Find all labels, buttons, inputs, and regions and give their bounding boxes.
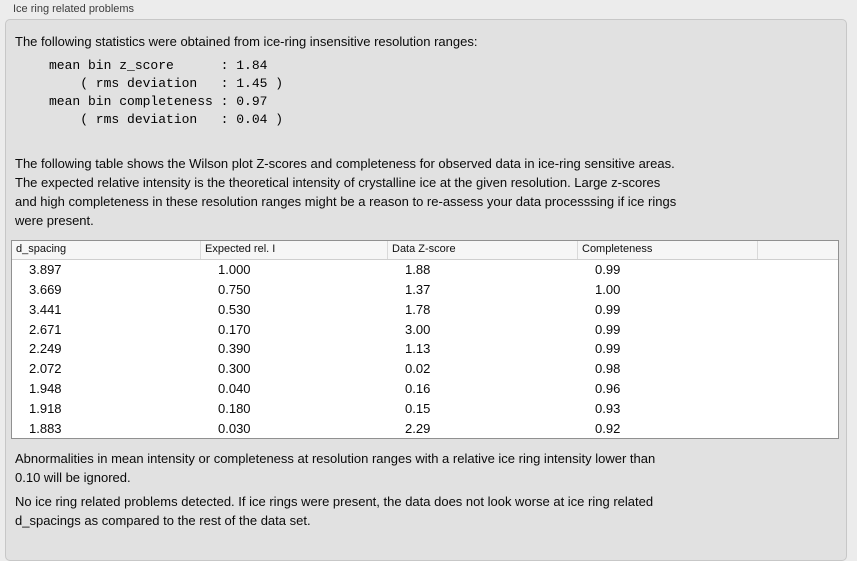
table-cell: 1.00 [595,282,621,298]
table-cell: 2.671 [29,321,62,337]
table-row[interactable]: 1.918 0.180 0.15 0.93 [12,398,838,418]
table-cell: 0.530 [218,301,251,317]
table-cell: 2.249 [29,341,62,357]
table-row[interactable]: 1.883 0.030 2.29 0.92 [12,418,838,438]
table-cell: 3.441 [29,301,62,317]
table-body: 3.897 1.000 1.88 0.99 3.669 0.750 1.37 1.00 3.44… [12,260,838,438]
column-header-completeness[interactable]: Completeness [578,241,758,259]
table-row[interactable]: 2.249 0.390 1.13 0.99 [12,339,838,359]
table-cell: 0.300 [218,361,251,377]
table-cell: 3.00 [405,321,431,337]
table-cell: 0.96 [595,380,621,396]
table-cell: 0.99 [595,341,621,357]
group-box-title: Ice ring related problems [13,3,135,15]
table-cell: 0.170 [218,321,251,337]
table-cell: 1.78 [405,301,431,317]
table-cell: 0.92 [595,420,621,436]
table-cell: 2.29 [405,420,431,436]
column-header-expected-rel-i[interactable]: Expected rel. I [201,241,388,259]
table-cell: 0.030 [218,420,251,436]
table-cell: 1.000 [218,262,251,278]
table-cell: 1.88 [405,262,431,278]
column-header-d-spacing[interactable]: d_spacing [12,241,201,259]
table-cell: 1.13 [405,341,431,357]
table-row[interactable]: 3.441 0.530 1.78 0.99 [12,300,838,320]
table-cell: 0.16 [405,380,431,396]
table-intro-text: The following table shows the Wilson plo… [15,156,677,228]
table-cell: 0.99 [595,262,621,278]
table-row[interactable]: 2.671 0.170 3.00 0.99 [12,319,838,339]
ice-ring-group-box: The following statistics were obtained f… [5,19,847,561]
table-cell: 0.98 [595,361,621,377]
table-row[interactable]: 2.072 0.300 0.02 0.98 [12,359,838,379]
table-cell: 0.02 [405,361,431,377]
table-row[interactable]: 3.897 1.000 1.88 0.99 [12,260,838,280]
table-cell: 2.072 [29,361,62,377]
table-row[interactable]: 3.669 0.750 1.37 1.00 [12,280,838,300]
ignore-note-text: Abnormalities in mean intensity or compl… [15,451,656,485]
conclusion-text: No ice ring related problems detected. I… [15,494,654,528]
ice-ring-panel: { "panel": { "title": "Ice ring related … [5,3,847,561]
table-cell: 1.883 [29,420,62,436]
table-header-row: d_spacing Expected rel. I Data Z-score Comp… [12,241,838,260]
table-cell: 1.37 [405,282,431,298]
column-header-spacer[interactable] [758,241,838,259]
table-cell: 0.040 [218,380,251,396]
table-row[interactable]: 1.948 0.040 0.16 0.96 [12,379,838,399]
table-cell: 0.99 [595,301,621,317]
table-cell: 3.669 [29,282,62,298]
table-cell: 1.918 [29,400,62,416]
table-cell: 0.180 [218,400,251,416]
ice-ring-table[interactable]: d_spacing Expected rel. I Data Z-score Comp… [11,240,839,439]
table-cell: 3.897 [29,262,62,278]
table-cell: 0.99 [595,321,621,337]
stats-block: mean bin z_score : 1.84 ( rms deviation … [49,58,284,127]
table-cell: 1.948 [29,380,62,396]
table-cell: 0.15 [405,400,431,416]
table-cell: 0.390 [218,341,251,357]
stats-intro-text: The following statistics were obtained f… [15,34,478,49]
column-header-data-z-score[interactable]: Data Z-score [388,241,578,259]
table-cell: 0.93 [595,400,621,416]
table-cell: 0.750 [218,282,251,298]
